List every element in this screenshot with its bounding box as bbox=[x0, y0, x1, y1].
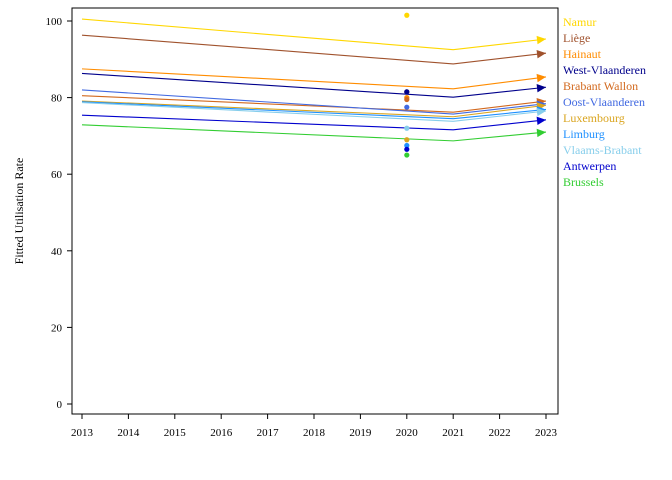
legend-entry: Oost-Vlaanderen bbox=[563, 95, 645, 109]
y-tick-label: 60 bbox=[51, 169, 63, 181]
x-tick-label: 2020 bbox=[396, 427, 419, 439]
y-tick-label: 100 bbox=[46, 16, 63, 28]
legend: Namur Liège Hainaut West-Vlaanderen Brabant … bbox=[563, 15, 646, 189]
series-arrow bbox=[536, 35, 546, 45]
legend-entry: Brussels bbox=[563, 175, 604, 189]
observed-point bbox=[404, 125, 410, 131]
x-tick-label: 2013 bbox=[71, 427, 94, 439]
legend-entry: Brabant Wallon bbox=[563, 79, 638, 93]
series-arrow bbox=[536, 50, 546, 59]
observed-point bbox=[404, 104, 410, 110]
x-tick-label: 2018 bbox=[303, 427, 326, 439]
legend-entry: Luxembourg bbox=[563, 111, 625, 125]
series-line bbox=[81, 95, 547, 113]
plot-frame bbox=[71, 7, 559, 415]
legend-entry: Vlaams-Brabant bbox=[563, 143, 642, 157]
series-line bbox=[81, 102, 547, 122]
series-arrow bbox=[536, 107, 546, 117]
series-line bbox=[81, 114, 547, 131]
y-axis-title: Fitted Utilisation Rate bbox=[12, 158, 26, 265]
observed-point bbox=[404, 137, 410, 143]
legend-entry: Namur bbox=[563, 15, 596, 29]
legend-entry: Antwerpen bbox=[563, 159, 616, 173]
legend-entry: Hainaut bbox=[563, 47, 602, 61]
x-tick-label: 2014 bbox=[117, 427, 140, 439]
series-line bbox=[81, 18, 547, 51]
observed-point bbox=[404, 96, 410, 103]
series-arrow bbox=[536, 128, 546, 138]
series-line bbox=[81, 100, 547, 118]
x-tick-label: 2016 bbox=[210, 427, 233, 439]
observed-point bbox=[404, 142, 410, 149]
series-lines bbox=[81, 18, 547, 142]
y-axis: 0 20 40 60 80 100 bbox=[46, 16, 72, 411]
observed-point bbox=[404, 152, 410, 158]
y-tick-label: 0 bbox=[57, 399, 63, 411]
series-arrow bbox=[536, 84, 546, 93]
x-tick-label: 2015 bbox=[164, 427, 187, 439]
series-line bbox=[81, 89, 547, 115]
y-tick-label: 20 bbox=[51, 322, 63, 334]
legend-entry: Liège bbox=[563, 31, 590, 45]
observed-points bbox=[404, 12, 410, 158]
series-line bbox=[81, 124, 547, 142]
series-line bbox=[81, 101, 547, 120]
series-line bbox=[81, 34, 547, 65]
x-tick-label: 2021 bbox=[442, 427, 464, 439]
y-tick-label: 40 bbox=[51, 246, 63, 258]
legend-entry: West-Vlaanderen bbox=[563, 63, 646, 77]
x-tick-label: 2023 bbox=[535, 427, 558, 439]
legend-entry: Limburg bbox=[563, 127, 605, 141]
series-arrow bbox=[536, 116, 546, 125]
x-axis: 2013 2014 2015 2016 2017 2018 2019 2020 2021 2022… bbox=[71, 414, 558, 439]
x-tick-label: 2017 bbox=[257, 427, 280, 439]
y-tick-label: 80 bbox=[51, 93, 63, 105]
observed-point bbox=[404, 12, 410, 18]
series-line bbox=[81, 72, 547, 98]
observed-point bbox=[404, 89, 410, 95]
x-tick-label: 2022 bbox=[489, 427, 511, 439]
observed-point bbox=[404, 146, 410, 152]
series-arrow bbox=[536, 73, 546, 83]
series-line bbox=[81, 68, 547, 90]
x-tick-label: 2019 bbox=[349, 427, 372, 439]
